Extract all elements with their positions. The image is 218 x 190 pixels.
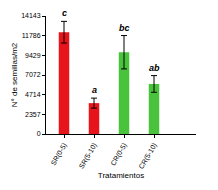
svg-text:SR(0-5): SR(0-5) [50, 142, 69, 167]
svg-text:2357: 2357 [25, 111, 41, 118]
svg-text:11786: 11786 [22, 32, 41, 39]
svg-text:9429: 9429 [25, 52, 41, 59]
svg-text:4714: 4714 [25, 91, 41, 98]
svg-text:7072: 7072 [25, 71, 41, 78]
svg-text:14143: 14143 [21, 12, 41, 19]
svg-text:ab: ab [149, 63, 160, 73]
svg-text:N° de semillas/m2: N° de semillas/m2 [10, 42, 19, 107]
svg-text:CR(0-5): CR(0-5) [109, 142, 128, 168]
svg-text:c: c [62, 8, 67, 18]
svg-text:CR(5-10): CR(5-10) [137, 142, 158, 171]
svg-text:Tratamientos: Tratamientos [98, 171, 144, 180]
svg-text:SR(5-10): SR(5-10) [78, 142, 99, 171]
svg-text:a: a [92, 85, 97, 95]
svg-text:bc: bc [119, 23, 130, 33]
svg-text:0: 0 [37, 130, 41, 137]
